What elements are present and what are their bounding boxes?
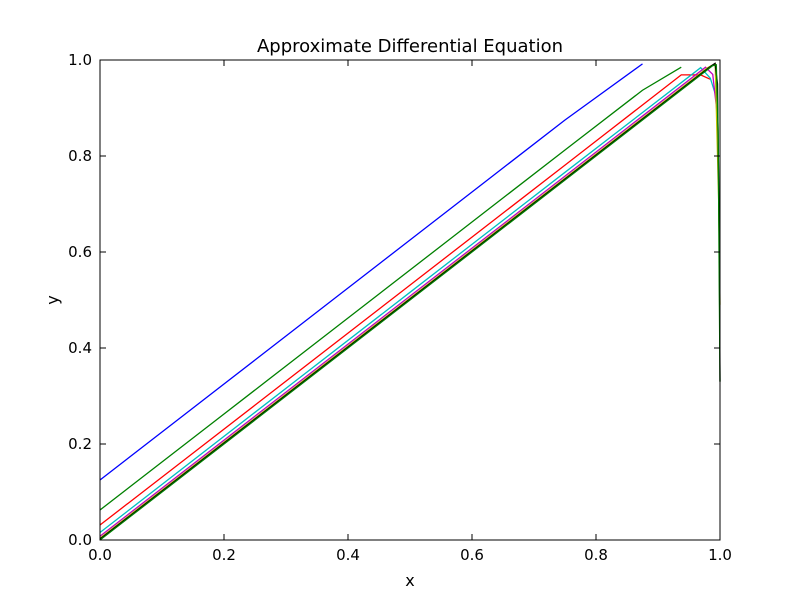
x-tick-label: 0.0 bbox=[88, 546, 112, 564]
tick-layer: 0.0 0.2 0.4 0.6 0.8 1.0 0.0 0.2 0.4 0.6 0.8 1.0 bbox=[68, 51, 732, 564]
x-tick-label: 0.4 bbox=[336, 546, 360, 564]
x-tick-label: 0.6 bbox=[460, 546, 484, 564]
y-tick-label: 0.6 bbox=[68, 243, 92, 261]
x-tick-label: 0.2 bbox=[212, 546, 236, 564]
y-tick-label: 0.8 bbox=[68, 147, 92, 165]
series-line-1 bbox=[99, 63, 643, 481]
series-line-4 bbox=[99, 66, 716, 534]
y-tick-label: 0.2 bbox=[68, 435, 92, 453]
series-line-2 bbox=[99, 66, 682, 511]
series-line-5 bbox=[99, 66, 719, 537]
x-tick-label: 0.8 bbox=[584, 546, 608, 564]
x-axis-label: x bbox=[405, 571, 414, 590]
y-tick-label: 1.0 bbox=[68, 51, 92, 69]
chart-title: Approximate Differential Equation bbox=[257, 36, 563, 57]
y-axis-label: y bbox=[43, 295, 62, 304]
x-tick-label: 1.0 bbox=[708, 546, 732, 564]
y-tick-label: 0.4 bbox=[68, 339, 92, 357]
y-tick-label: 0.0 bbox=[68, 531, 92, 549]
plot-frame bbox=[99, 59, 721, 541]
series-line-8 bbox=[99, 63, 721, 541]
series-layer bbox=[99, 62, 721, 541]
